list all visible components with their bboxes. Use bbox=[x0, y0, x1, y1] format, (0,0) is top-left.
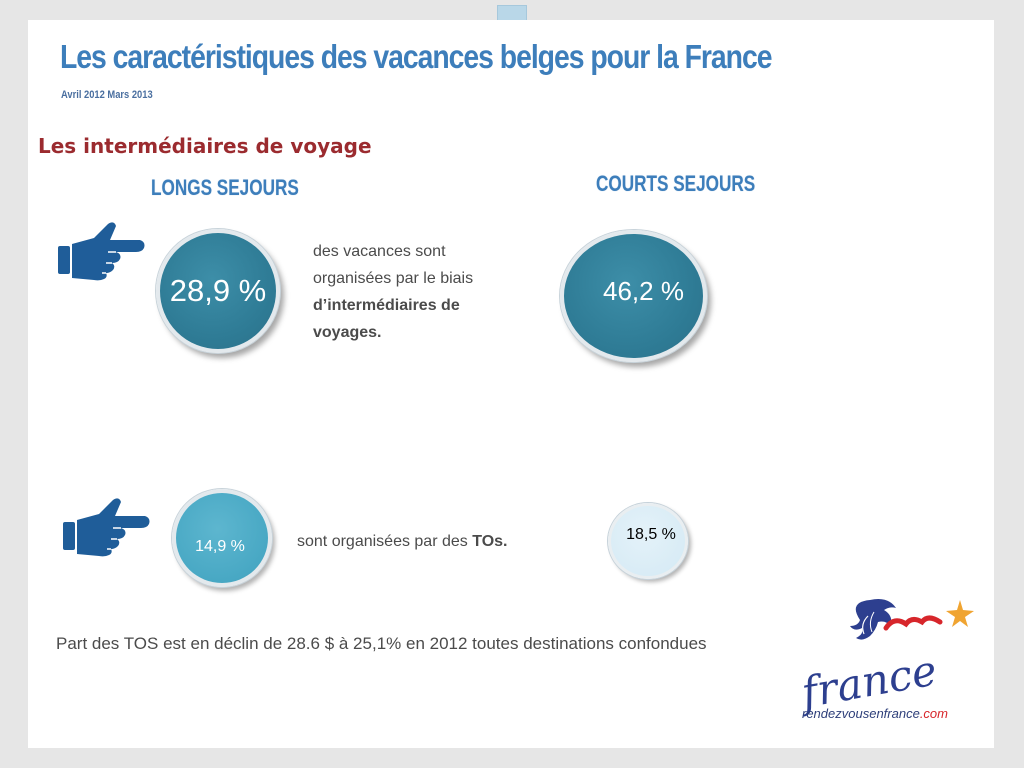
description-line: des vacances sont bbox=[313, 243, 446, 260]
description-line: organisées par le biais bbox=[313, 270, 474, 287]
long-stays-to-value: 14,9 % bbox=[195, 538, 245, 555]
pointing-hand-icon bbox=[58, 222, 145, 281]
page-title: Les caractéristiques des vacances belges… bbox=[60, 38, 772, 75]
long-stays-intermediaries-value: 28,9 % bbox=[169, 273, 267, 308]
logo-url: rendezvousenfrance.com bbox=[802, 706, 948, 721]
page-subtitle: Avril 2012 Mars 2013 bbox=[61, 89, 153, 101]
long-stays-intermediaries-circle: 28,9 % bbox=[156, 229, 280, 353]
description-bold-line: voyages. bbox=[313, 324, 382, 341]
long-stays-heading: LONGS SEJOURS bbox=[151, 175, 299, 200]
to-description-bold: TOs. bbox=[472, 533, 508, 550]
to-description-text: sont organisées par des bbox=[297, 533, 473, 550]
short-stays-intermediaries-circle: 46,2 % bbox=[560, 230, 707, 362]
footer-note: Part des TOS est en déclin de 28.6 $ à 2… bbox=[56, 634, 707, 653]
short-stays-to-value: 18,5 % bbox=[626, 526, 676, 543]
logo-url-main: rendezvousenfrance bbox=[802, 706, 920, 721]
intermediaries-description: des vacances sont organisées par le biai… bbox=[313, 238, 533, 346]
short-stays-heading: COURTS SEJOURS bbox=[596, 171, 756, 196]
france-logo: france bbox=[798, 599, 974, 718]
description-bold-line: d’intermédiaires de bbox=[313, 297, 460, 314]
short-stays-intermediaries-value: 46,2 % bbox=[603, 275, 684, 306]
to-description: sont organisées par des TOs. bbox=[297, 528, 508, 555]
long-stays-to-circle: 14,9 % bbox=[172, 489, 272, 587]
pointing-hand-icon bbox=[63, 498, 150, 557]
slide bbox=[28, 20, 994, 748]
logo-url-domain: .com bbox=[919, 706, 948, 721]
short-stays-to-circle: 18,5 % bbox=[608, 503, 688, 579]
section-heading: Les intermédiaires de voyage bbox=[38, 134, 372, 158]
